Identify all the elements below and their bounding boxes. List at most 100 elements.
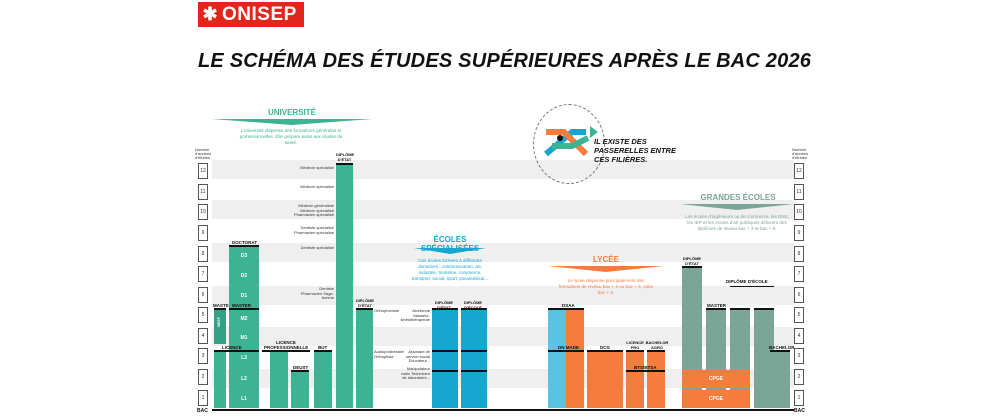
ecoles-diplome-ecole-label: DIPLÔME D'ÉCOLE [463, 300, 483, 310]
onisep-logo[interactable]: ✱ ONISEP [198, 2, 304, 27]
year-box: 6 [794, 287, 804, 303]
lp-column[interactable] [626, 352, 644, 408]
but-label: BUT [318, 345, 328, 350]
universite-desc: L'université dispense des formations gén… [239, 128, 343, 145]
year-box: 11 [198, 184, 208, 200]
year-box: 9 [198, 225, 208, 241]
year-box: 4 [794, 328, 804, 344]
ge-master-label: MASTER [707, 303, 726, 308]
year-box: 5 [794, 307, 804, 323]
year-box: 3 [198, 348, 208, 364]
year-box: 1 [198, 390, 208, 406]
ecoles-diplome-etat-label: DIPLÔME D'ÉTAT [434, 300, 454, 310]
licence-pro-column-1[interactable] [270, 352, 288, 408]
sante-cap [336, 163, 353, 165]
ge-master-cap [706, 308, 726, 310]
passerelles-arrows-icon [544, 126, 598, 157]
year-band-8 [212, 243, 794, 262]
licence-side-column[interactable] [214, 352, 226, 408]
onisep-mark-icon: ✱ [202, 4, 218, 24]
dsaa-column-orange[interactable] [566, 310, 584, 408]
axis-caption-left: Nombre d'années d'études [195, 147, 212, 160]
ecoles-cap-6 [461, 370, 487, 372]
dnmade-cap [548, 350, 584, 352]
ge-diplome-etat-label: DIPLÔME D'ÉTAT [682, 256, 702, 266]
sante-note-12: Médecin spécialisé [300, 165, 334, 170]
sante-column[interactable] [336, 165, 353, 408]
year-box: 12 [198, 163, 208, 179]
bachelor-agro-column[interactable] [647, 352, 665, 408]
sante-note-8: Dentiste spécialisé [300, 245, 334, 250]
dcg-cap [587, 350, 623, 352]
ge-ecole-label: DIPLÔME D'ÉCOLE [726, 279, 768, 284]
l3-label: L3 [241, 355, 247, 361]
sante-diplome-label-2: DIPLÔME D'ÉTAT [355, 298, 375, 308]
deust-cap [291, 370, 309, 372]
m1-label: M1 [240, 335, 248, 341]
doctorat-cap [229, 245, 259, 247]
bts-cap [626, 370, 665, 372]
year-box: 10 [198, 204, 208, 220]
year-box: 8 [794, 246, 804, 262]
universite-banner [212, 119, 372, 125]
cpge-block-1[interactable] [682, 390, 750, 408]
cpge-label-1: CPGE [708, 396, 724, 402]
ecoles-note-1: Architecte Masseur-kinésithérapeute [400, 308, 430, 322]
ecoles-cap-2 [461, 308, 487, 310]
year-band-12 [212, 160, 794, 179]
sante-note-3: Audioprothésiste Orthoptiste [374, 349, 404, 359]
lycee-desc: Le lycée dispense principalement des for… [558, 278, 654, 295]
ge-bachelor-label: BACHELOR [769, 345, 795, 350]
l1-label: L1 [241, 396, 247, 402]
dsaa-column-blue[interactable] [548, 310, 566, 408]
year-box: 5 [198, 307, 208, 323]
sante-column-2[interactable] [356, 310, 373, 408]
ecoles-column-2[interactable] [461, 310, 487, 408]
dcg-column[interactable] [587, 352, 623, 408]
grandes-ecoles-desc: Les écoles d'ingénieurs ou de commerce, … [685, 214, 789, 231]
meef-label: MEEF [217, 317, 221, 327]
cpge-block-2[interactable] [682, 370, 750, 388]
ecoles-note-2: Assistant de service social Éducateur... [405, 349, 430, 363]
axis-caption-right: Nombre d'années d'études [792, 147, 809, 160]
year-box: 6 [198, 287, 208, 303]
dnmade-label: DN MADE [558, 345, 579, 350]
ge-ecole-column-2[interactable] [754, 310, 774, 408]
lycee-banner [548, 266, 664, 272]
ecoles-desc: Ces écoles forment à différents domaines… [411, 258, 489, 281]
year-box: 10 [794, 204, 804, 220]
meef-column[interactable] [214, 310, 226, 344]
dsaa-label: DSAA [562, 303, 575, 308]
ge-diplome-etat-cap [682, 266, 702, 268]
ge-ecole-cap-1 [730, 308, 750, 310]
year-box: 7 [198, 266, 208, 282]
dsaa-cap [548, 308, 584, 310]
meef-cap [214, 308, 226, 310]
year-box: 7 [794, 266, 804, 282]
ecoles-cap-4 [432, 370, 458, 372]
sante-diplome-label: DIPLÔME D'ÉTAT [336, 152, 355, 162]
sante-note-11: Médecin spécialisé [300, 184, 334, 189]
bachelor-agro-label: BACHELOR AGRO [645, 340, 669, 350]
passerelles-text: IL EXISTE DES PASSERELLES ENTRE CES FILI… [594, 137, 676, 164]
dcg-label: DCG [600, 345, 610, 350]
m2-label: M2 [240, 316, 248, 322]
master-cap [229, 308, 259, 310]
universite-main-column[interactable] [229, 246, 259, 408]
bac-baseline [212, 409, 794, 411]
year-box: 2 [794, 369, 804, 385]
d2-label: D2 [240, 273, 248, 279]
ge-ecole-cap-2 [754, 308, 774, 310]
passerelles-circle [533, 104, 605, 184]
year-box: 1 [794, 390, 804, 406]
ecoles-column-1[interactable] [432, 310, 458, 408]
ge-bachelor-column[interactable] [770, 352, 790, 408]
ecoles-banner [414, 248, 486, 254]
year-band-6 [212, 286, 794, 305]
sante-note-9: Dentiste spécialisé Pharmacien spécialis… [293, 225, 334, 235]
grandes-ecoles-banner [680, 204, 794, 210]
deust-column[interactable] [291, 372, 309, 408]
bts-label: BTS/BTSA [634, 365, 657, 370]
but-column[interactable] [314, 352, 332, 408]
page-title: LE SCHÉMA DES ÉTUDES SUPÉRIEURES APRÈS L… [198, 50, 812, 72]
